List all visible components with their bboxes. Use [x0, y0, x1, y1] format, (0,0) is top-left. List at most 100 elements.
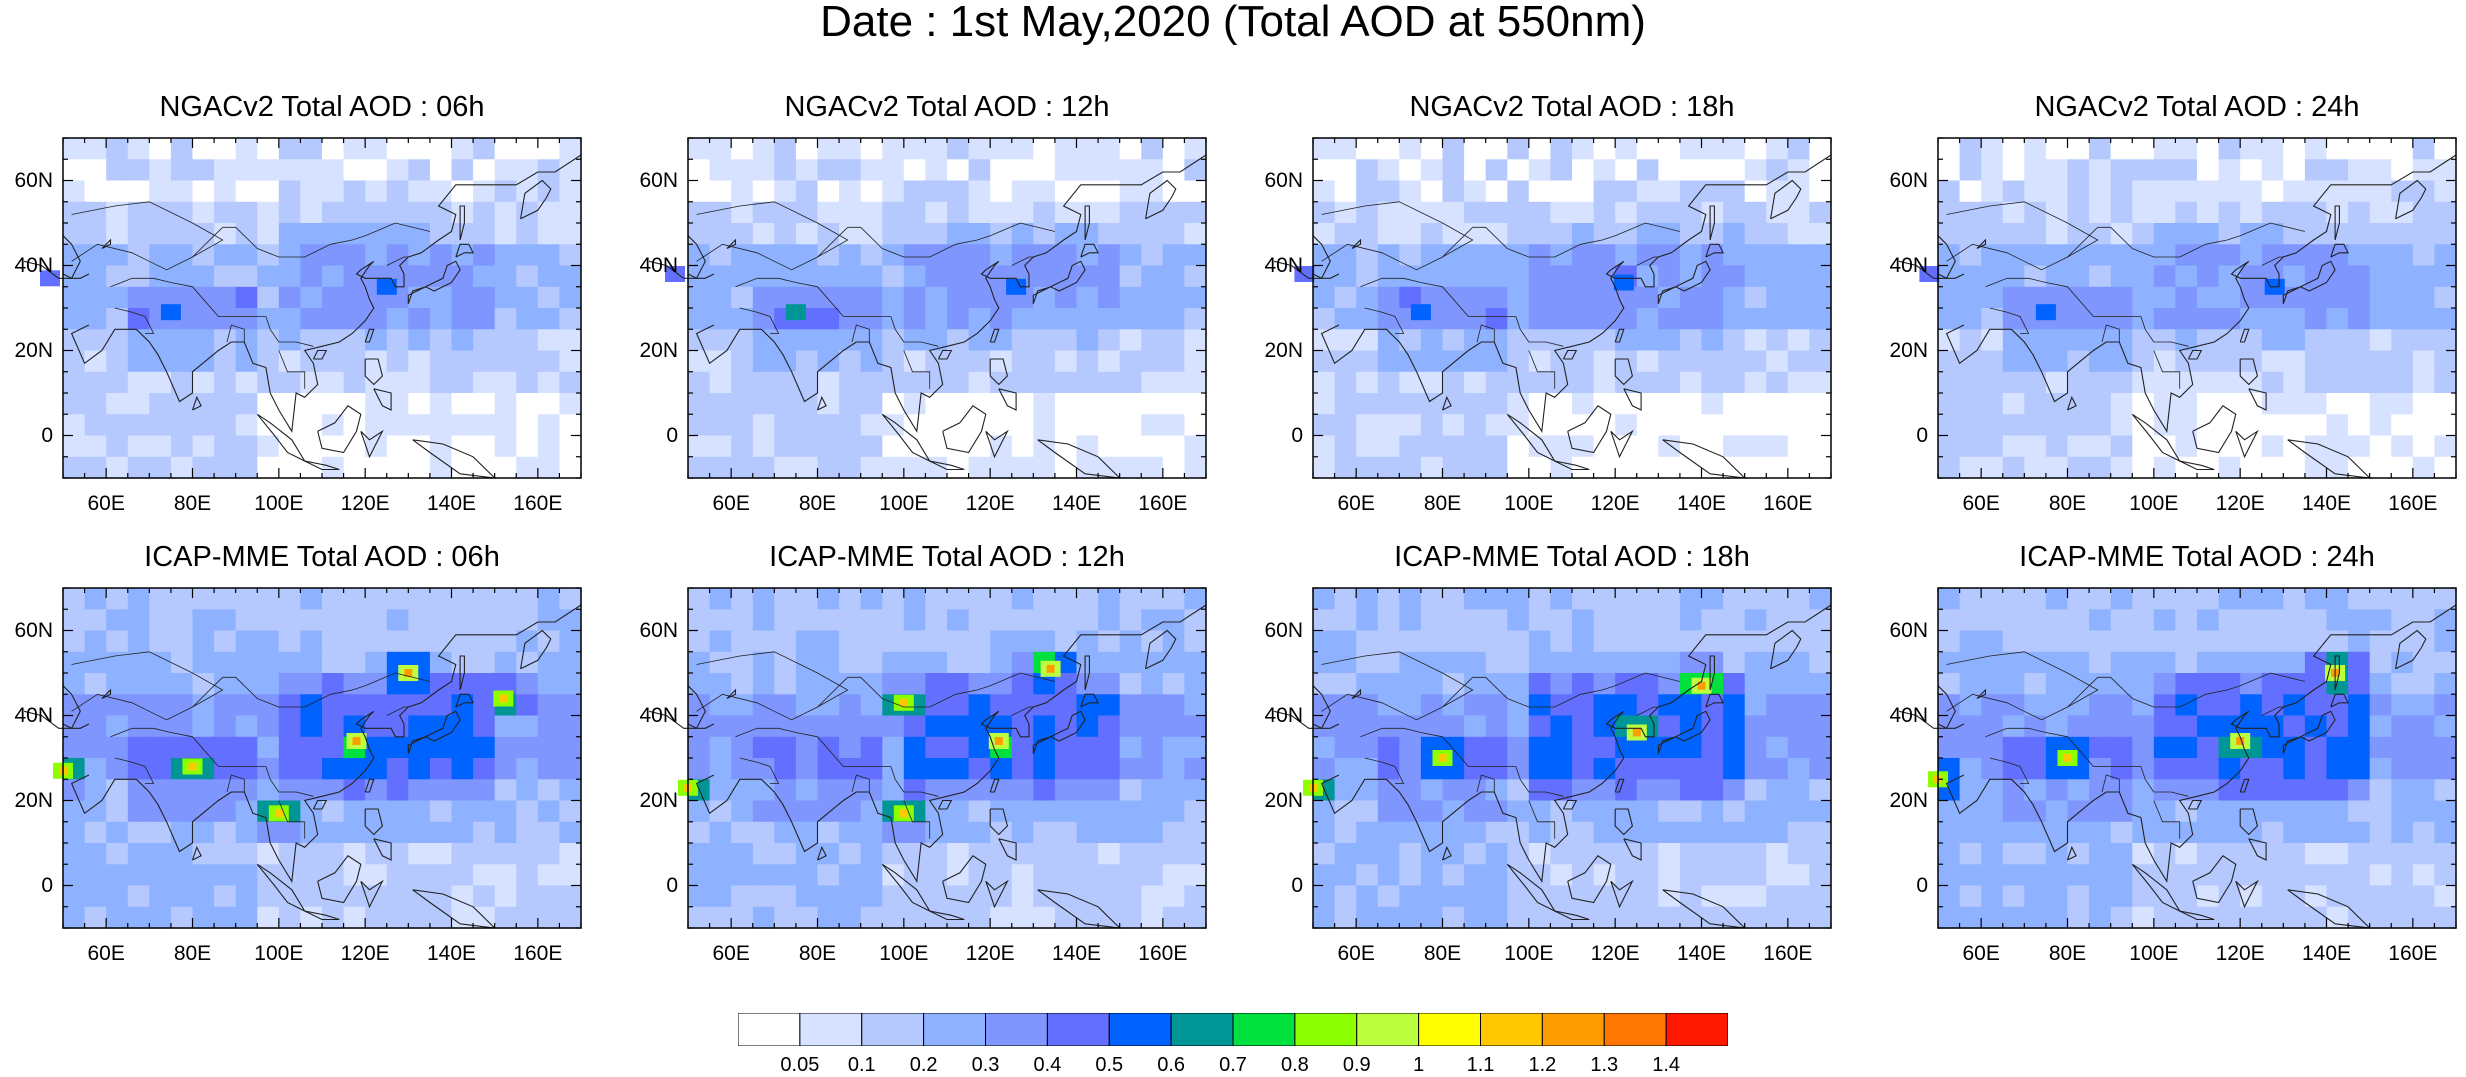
colorbar-swatch — [985, 1012, 1048, 1047]
aod-cell — [2045, 651, 2069, 674]
aod-cell — [1141, 201, 1164, 224]
aod-cell — [386, 201, 409, 224]
aod-cell — [1766, 201, 1789, 224]
aod-cell — [1162, 864, 1185, 887]
aod-cell — [1636, 864, 1659, 887]
aod-cell — [1313, 286, 1336, 309]
aod-cell — [752, 180, 775, 203]
aod-cell — [1334, 673, 1357, 695]
aod-cell — [1615, 843, 1638, 865]
aod-cell — [451, 308, 474, 330]
aod-cell — [2304, 651, 2328, 674]
aod-cell — [2175, 180, 2198, 203]
aod-cell — [839, 265, 862, 288]
aod-cell — [1162, 371, 1185, 394]
aod-cell — [752, 736, 775, 759]
aod-cell — [1809, 588, 1832, 610]
aod-cell — [2110, 800, 2133, 823]
aod-cell — [300, 223, 323, 245]
aod-cell — [1615, 414, 1638, 437]
aod-cell — [106, 308, 129, 330]
aod-cell — [2304, 414, 2328, 437]
aod-cell — [257, 906, 280, 929]
aod-cell — [2089, 435, 2112, 458]
aod-cell — [2261, 329, 2284, 352]
aod-cell — [1033, 435, 1056, 458]
aod-cell — [1119, 393, 1142, 415]
aod-cell — [882, 456, 905, 479]
lat-tick-label: 40N — [1264, 253, 1303, 277]
aod-cell — [2175, 736, 2198, 759]
aod-cell — [300, 758, 323, 780]
aod-cell — [882, 244, 905, 267]
aod-cell — [817, 138, 840, 160]
aod-hotspot-peak — [2063, 754, 2072, 762]
aod-cell — [1162, 758, 1185, 780]
aod-cell — [1744, 694, 1767, 717]
aod-cell — [1679, 350, 1703, 373]
aod-cell — [2412, 371, 2435, 394]
aod-cell — [774, 758, 797, 780]
aod-cell — [947, 588, 970, 610]
aod-cell — [2434, 329, 2457, 352]
lon-tick-label: 100E — [1504, 492, 1554, 515]
aod-cell — [1507, 609, 1530, 632]
aod-cell — [1076, 265, 1099, 288]
aod-cell — [1399, 329, 1422, 352]
aod-cell — [1399, 800, 1422, 823]
aod-cell — [1420, 371, 1444, 394]
aod-cell — [709, 159, 732, 182]
country-border — [1989, 757, 2030, 784]
aod-cell — [2024, 821, 2047, 844]
aod-cell — [1011, 350, 1034, 373]
aod-cell — [2348, 609, 2371, 632]
coastline — [1080, 243, 1099, 258]
aod-cell — [1679, 609, 1703, 632]
lon-tick-label: 140E — [1051, 942, 1102, 965]
aod-cell — [1615, 286, 1638, 309]
panel-title: NGACv2 Total AOD : 18h — [1409, 91, 1735, 123]
aod-cell — [1572, 414, 1595, 437]
aod-cell — [1184, 885, 1207, 908]
aod-cell — [1442, 159, 1465, 182]
aod-cell — [451, 393, 474, 415]
aod-cell — [1377, 180, 1400, 203]
aod-cell — [2024, 885, 2047, 908]
aod-cell — [214, 435, 237, 458]
aod-cell — [1658, 350, 1681, 373]
aod-cell — [2110, 906, 2133, 929]
aod-cell — [2197, 885, 2220, 908]
aod-cell — [2369, 435, 2392, 458]
aod-cell — [322, 843, 345, 865]
lon-tick-label: 160E — [513, 942, 563, 965]
aod-cell — [127, 800, 150, 823]
aod-cell — [106, 371, 129, 394]
aod-cell — [2283, 609, 2306, 632]
aod-cell — [1377, 456, 1400, 479]
aod-cell — [516, 138, 539, 160]
aod-cell — [1766, 286, 1789, 309]
aod-cell — [2153, 456, 2176, 479]
aod-cell — [1399, 435, 1422, 458]
aod-cell — [278, 159, 301, 182]
colorbar-label: 0.05 — [780, 1054, 820, 1076]
aod-cell — [473, 329, 496, 352]
coastline — [191, 395, 202, 411]
aod-cell — [451, 456, 474, 479]
aod-cell — [1076, 414, 1099, 437]
aod-cell — [1442, 393, 1465, 415]
aod-cell — [1507, 885, 1530, 908]
aod-cell — [235, 414, 258, 437]
aod-cell — [386, 159, 409, 182]
aod-cell — [2261, 673, 2284, 695]
aod-cell — [1809, 694, 1832, 717]
aod-cell — [882, 758, 905, 780]
colorbar-label: 0.2 — [909, 1054, 938, 1076]
aod-cell — [1593, 588, 1616, 610]
aod-cell — [149, 138, 172, 160]
country-border — [1321, 227, 1473, 271]
aod-cell — [1119, 414, 1142, 437]
aod-cell — [1615, 308, 1638, 330]
aod-cell — [2110, 456, 2133, 479]
aod-cell — [559, 779, 582, 802]
